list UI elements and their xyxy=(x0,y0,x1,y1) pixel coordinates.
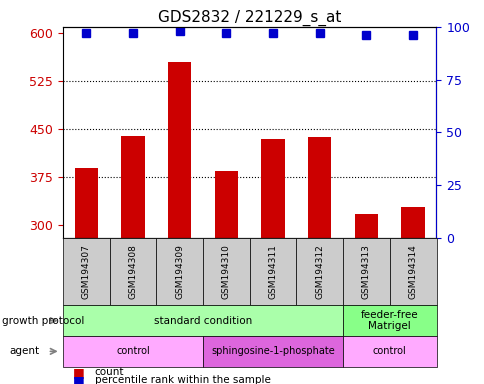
Bar xyxy=(307,137,331,238)
Text: ■: ■ xyxy=(73,374,84,384)
Text: GSM194313: GSM194313 xyxy=(361,244,370,299)
Bar xyxy=(214,171,238,238)
Bar xyxy=(401,207,424,238)
Bar xyxy=(261,139,284,238)
Text: standard condition: standard condition xyxy=(153,316,252,326)
Text: control: control xyxy=(116,346,150,356)
Text: GSM194312: GSM194312 xyxy=(315,244,324,299)
Text: GSM194309: GSM194309 xyxy=(175,244,184,299)
Text: agent: agent xyxy=(10,346,40,356)
Text: GSM194308: GSM194308 xyxy=(128,244,137,299)
Bar xyxy=(75,168,98,238)
Bar xyxy=(168,62,191,238)
Text: GSM194307: GSM194307 xyxy=(82,244,91,299)
Text: growth protocol: growth protocol xyxy=(2,316,85,326)
Text: percentile rank within the sample: percentile rank within the sample xyxy=(94,375,270,384)
Text: GSM194314: GSM194314 xyxy=(408,244,417,299)
Text: count: count xyxy=(94,367,124,377)
Text: ■: ■ xyxy=(73,366,84,379)
Text: sphingosine-1-phosphate: sphingosine-1-phosphate xyxy=(211,346,334,356)
Text: GSM194311: GSM194311 xyxy=(268,244,277,299)
Bar xyxy=(121,136,144,238)
Text: feeder-free
Matrigel: feeder-free Matrigel xyxy=(360,310,418,331)
Bar xyxy=(354,214,378,238)
Title: GDS2832 / 221229_s_at: GDS2832 / 221229_s_at xyxy=(158,9,341,25)
Text: GSM194310: GSM194310 xyxy=(222,244,230,299)
Text: control: control xyxy=(372,346,406,356)
